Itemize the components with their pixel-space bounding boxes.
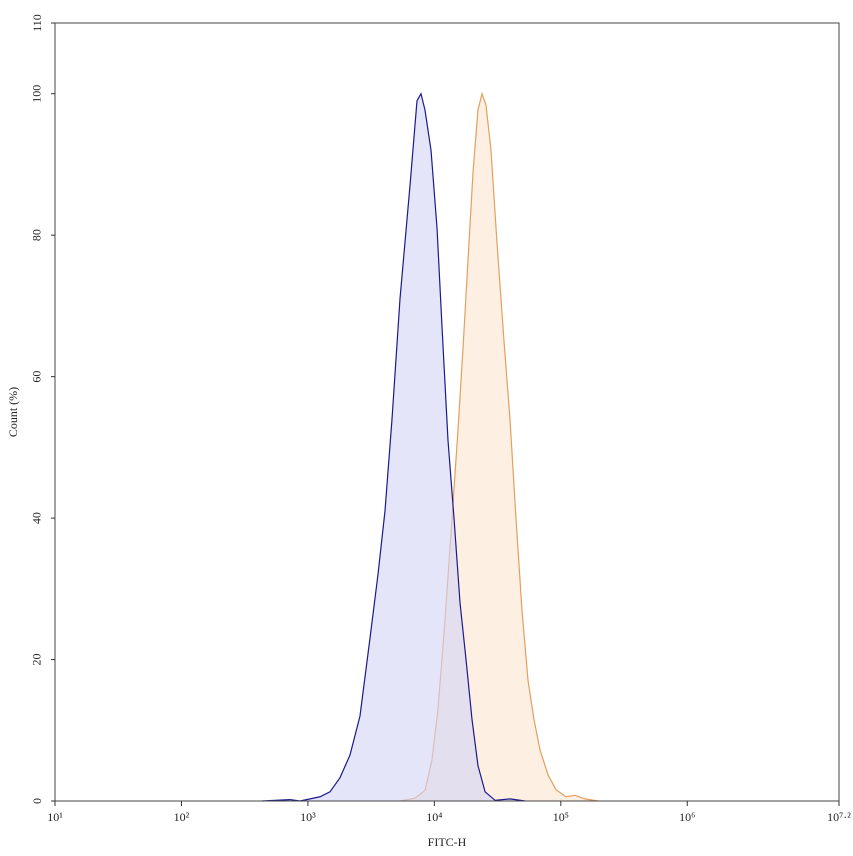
y-tick-label: 110 xyxy=(30,14,44,32)
y-axis-label: Count (%) xyxy=(6,387,20,437)
x-tick-label: 10³ xyxy=(300,810,316,824)
x-tick-label: 10⁷·² xyxy=(827,810,851,824)
plot-area xyxy=(262,91,599,802)
y-tick-label: 100 xyxy=(30,85,44,103)
x-tick-label: 10¹ xyxy=(47,810,63,824)
y-tick-label: 40 xyxy=(30,512,44,524)
x-tick-label: 10² xyxy=(174,810,190,824)
y-tick-label: 0 xyxy=(30,798,44,804)
x-axis-label: FITC-H xyxy=(428,835,467,849)
plot-frame xyxy=(54,22,840,802)
y-tick-label: 80 xyxy=(30,229,44,241)
histogram-line xyxy=(262,92,526,802)
y-tick-label: 60 xyxy=(30,371,44,383)
x-tick-label: 10⁵ xyxy=(553,810,569,824)
histogram-fill xyxy=(262,93,526,802)
x-tick-label: 10⁴ xyxy=(426,810,442,824)
y-tick-label: 20 xyxy=(30,654,44,666)
x-tick-label: 10⁶ xyxy=(679,810,695,824)
